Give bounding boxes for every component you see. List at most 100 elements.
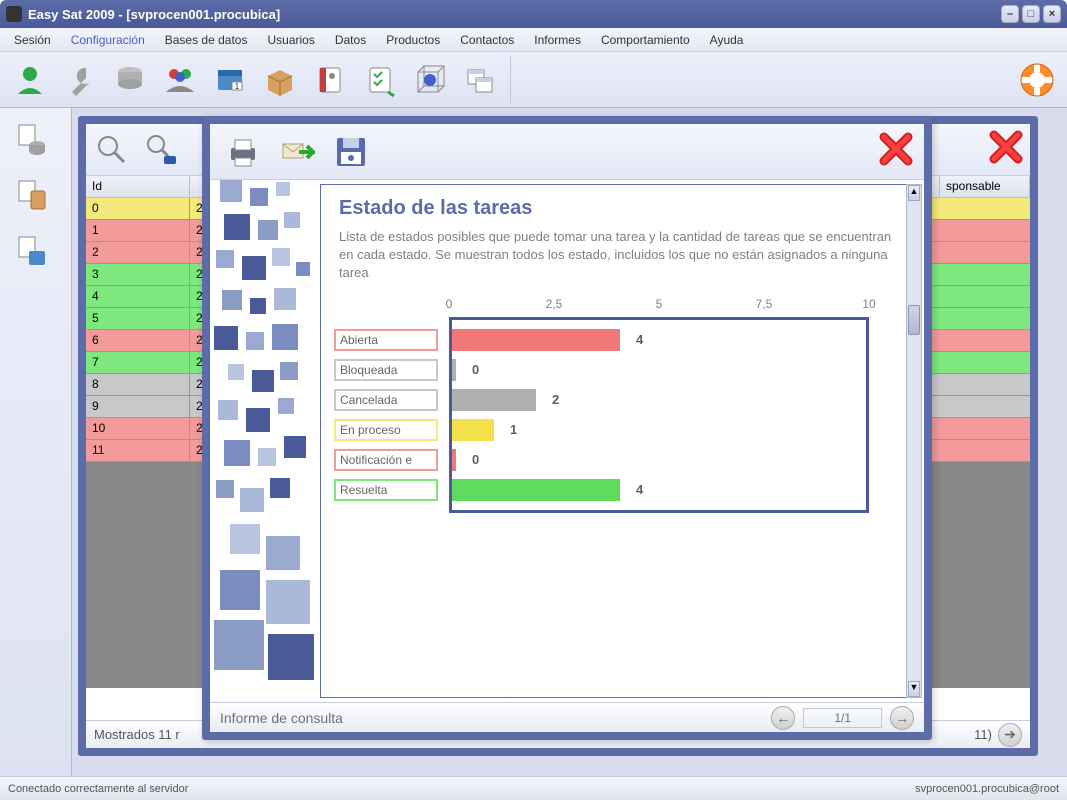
left-sidebar (0, 108, 72, 776)
page-prev-button[interactable]: ← (771, 706, 795, 730)
menu-informes[interactable]: Informes (524, 30, 591, 50)
deco-square (216, 250, 234, 268)
printer-icon (225, 134, 261, 170)
menu-configuración[interactable]: Configuración (61, 30, 155, 50)
bar (452, 389, 536, 411)
menu-datos[interactable]: Datos (325, 30, 376, 50)
mail-forward-icon (279, 134, 315, 170)
doc-clipboard-icon (13, 177, 49, 213)
cell-id: 10 (86, 418, 190, 439)
bar-value: 4 (636, 332, 643, 347)
deco-square (240, 488, 264, 512)
doc-archive-button[interactable] (4, 224, 58, 278)
print-button[interactable] (218, 127, 268, 177)
addressbook-button[interactable] (306, 56, 354, 104)
bar-label: En proceso (334, 419, 438, 441)
task-state-chart: 02,557,510 Abierta4Bloqueada0Cancelada2E… (339, 297, 899, 513)
doc-clipboard-button[interactable] (4, 168, 58, 222)
search-button[interactable] (90, 128, 134, 172)
checklist-button[interactable] (356, 56, 404, 104)
deco-square (274, 288, 296, 310)
doc-db-button[interactable] (4, 112, 58, 166)
deco-square (250, 188, 268, 206)
menu-comportamiento[interactable]: Comportamiento (591, 30, 700, 50)
magnifier-icon (94, 132, 130, 168)
bar-label: Resuelta (334, 479, 438, 501)
deco-square (270, 478, 290, 498)
window-title: Easy Sat 2009 - [svprocen001.procubica] (28, 7, 1001, 22)
cell-id: 5 (86, 308, 190, 329)
axis-tick: 5 (656, 297, 663, 311)
deco-square (252, 370, 274, 392)
deco-square (246, 408, 270, 432)
user-button[interactable] (6, 56, 54, 104)
chart-bar-row: Resuelta4 (452, 476, 866, 504)
doc-archive-icon (13, 233, 49, 269)
help-button[interactable] (1013, 56, 1061, 104)
wrench-button[interactable] (56, 56, 104, 104)
menu-productos[interactable]: Productos (376, 30, 450, 50)
deco-square (268, 634, 314, 680)
bar-value: 4 (636, 482, 643, 497)
save-floppy-icon (333, 134, 369, 170)
menu-contactos[interactable]: Contactos (450, 30, 524, 50)
deco-square (242, 256, 266, 280)
menu-sesión[interactable]: Sesión (4, 30, 61, 50)
users-icon (162, 62, 198, 98)
minimize-button[interactable]: – (1001, 5, 1019, 23)
save-button[interactable] (326, 127, 376, 177)
bar (452, 329, 620, 351)
deco-square (272, 248, 290, 266)
archive-button[interactable]: 1 (206, 56, 254, 104)
deco-square (216, 480, 234, 498)
svg-text:1: 1 (235, 82, 240, 91)
wrench-icon (62, 62, 98, 98)
cell-id: 2 (86, 242, 190, 263)
cube-button[interactable] (406, 56, 454, 104)
deco-square (258, 220, 278, 240)
bar-label: Cancelada (334, 389, 438, 411)
send-button[interactable] (272, 127, 322, 177)
addressbook-icon (312, 62, 348, 98)
titlebar: Easy Sat 2009 - [svprocen001.procubica] … (0, 0, 1067, 28)
scroll-up-button[interactable]: ▲ (908, 185, 920, 201)
magnifier-stamp-icon (144, 132, 180, 168)
report-footer: Informe de consulta ← 1/1 → (210, 702, 924, 732)
deco-square (258, 448, 276, 466)
page-next-button[interactable]: → (890, 706, 914, 730)
grid-col-responsable[interactable]: sponsable (940, 176, 1030, 197)
grid-nav-next[interactable]: ➔ (998, 723, 1022, 747)
menu-bases-de-datos[interactable]: Bases de datos (155, 30, 258, 50)
close-button[interactable]: × (1043, 5, 1061, 23)
windows-icon (462, 62, 498, 98)
workspace: Id sponsable 02122232425262728292102112 … (0, 108, 1067, 776)
status-right: svprocen001.procubica@root (915, 783, 1059, 795)
grid-status-text: Mostrados 11 r (94, 727, 180, 742)
report-close-button[interactable] (876, 129, 916, 174)
users-button[interactable] (156, 56, 204, 104)
report-vscrollbar[interactable]: ▲ ▼ (906, 184, 922, 698)
deco-square (266, 580, 310, 624)
grid-close-button[interactable] (986, 127, 1026, 172)
bar-label: Notificación e (334, 449, 438, 471)
axis-tick: 7,5 (756, 297, 773, 311)
menu-ayuda[interactable]: Ayuda (700, 30, 754, 50)
deco-square (214, 326, 238, 350)
search-stamp-button[interactable] (140, 128, 184, 172)
archive-icon: 1 (212, 62, 248, 98)
maximize-button[interactable]: □ (1022, 5, 1040, 23)
windows-button[interactable] (456, 56, 504, 104)
bar-value: 0 (472, 452, 479, 467)
deco-square (250, 298, 266, 314)
box-icon (262, 62, 298, 98)
bar (452, 449, 456, 471)
user-icon (12, 62, 48, 98)
database-button[interactable] (106, 56, 154, 104)
deco-square (278, 398, 294, 414)
cell-id: 6 (86, 330, 190, 351)
scroll-thumb[interactable] (908, 305, 920, 335)
grid-col-id[interactable]: Id (86, 176, 190, 197)
scroll-down-button[interactable]: ▼ (908, 681, 920, 697)
box-button[interactable] (256, 56, 304, 104)
menu-usuarios[interactable]: Usuarios (257, 30, 324, 50)
